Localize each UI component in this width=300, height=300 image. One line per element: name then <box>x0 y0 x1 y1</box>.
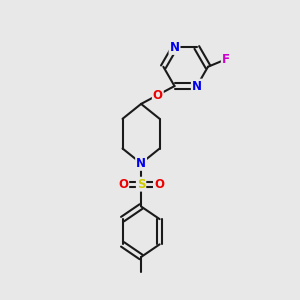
Text: N: N <box>169 41 179 54</box>
Text: S: S <box>137 178 145 191</box>
Text: F: F <box>222 53 230 66</box>
Text: O: O <box>154 178 164 191</box>
Text: N: N <box>192 80 202 93</box>
Text: O: O <box>153 88 163 101</box>
Text: O: O <box>118 178 128 191</box>
Text: N: N <box>136 157 146 170</box>
